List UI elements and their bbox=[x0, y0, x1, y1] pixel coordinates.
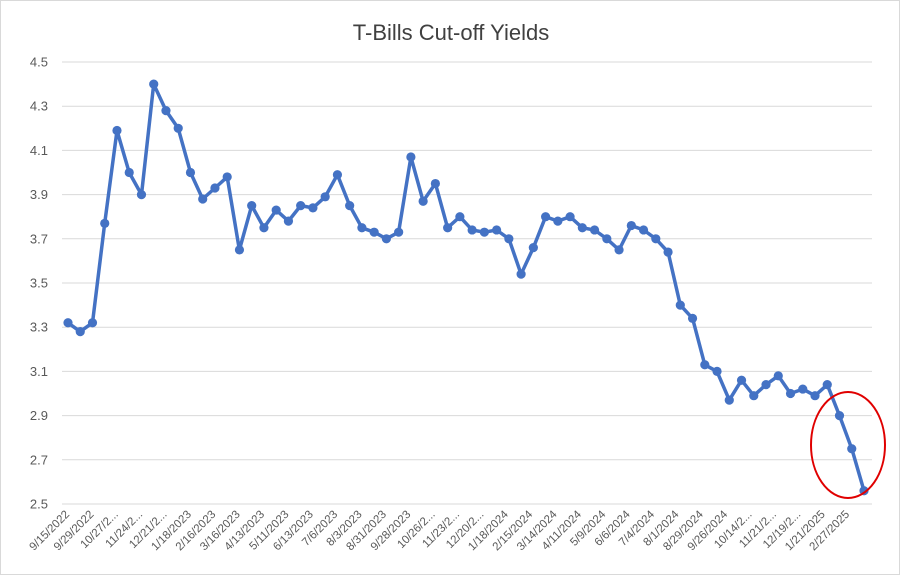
y-tick-label: 4.5 bbox=[30, 55, 48, 70]
data-point bbox=[577, 223, 587, 233]
data-point bbox=[418, 196, 428, 206]
data-point bbox=[712, 366, 722, 376]
data-point bbox=[675, 300, 685, 310]
data-point bbox=[271, 205, 281, 215]
data-point bbox=[124, 167, 134, 178]
data-point bbox=[63, 318, 73, 328]
data-point bbox=[553, 216, 563, 226]
data-point bbox=[75, 327, 85, 337]
data-point bbox=[589, 225, 600, 235]
data-point bbox=[161, 106, 171, 116]
data-point bbox=[173, 123, 183, 133]
data-point bbox=[185, 167, 196, 178]
data-point bbox=[308, 203, 318, 213]
data-point bbox=[847, 444, 857, 454]
data-point bbox=[430, 178, 440, 189]
data-point bbox=[822, 380, 832, 390]
data-point bbox=[541, 212, 551, 222]
data-point bbox=[687, 313, 698, 323]
data-point bbox=[785, 388, 796, 399]
data-point bbox=[798, 384, 808, 394]
data-point bbox=[332, 170, 343, 180]
data-point bbox=[357, 223, 367, 233]
data-point bbox=[736, 375, 747, 385]
data-point bbox=[626, 220, 636, 231]
data-point bbox=[479, 227, 489, 237]
y-axis-tick-labels: 2.5 2.7 2.9 3.1 3.3 3.5 3.7 3.9 4.1 4.3 4.5 bbox=[30, 55, 48, 512]
data-point bbox=[651, 234, 661, 244]
data-point bbox=[149, 79, 159, 89]
data-point bbox=[345, 201, 355, 211]
highlight-circle bbox=[810, 391, 886, 499]
data-point bbox=[112, 125, 122, 136]
data-point bbox=[198, 194, 208, 204]
data-point bbox=[761, 380, 771, 390]
data-point bbox=[296, 201, 306, 211]
data-point bbox=[663, 247, 673, 257]
data-point bbox=[773, 371, 783, 381]
data-point bbox=[724, 395, 734, 405]
data-point bbox=[210, 183, 220, 193]
data-point bbox=[234, 245, 245, 255]
data-point bbox=[406, 152, 416, 162]
data-point bbox=[638, 225, 649, 235]
series-line bbox=[66, 82, 866, 492]
data-point bbox=[222, 172, 232, 182]
data-point bbox=[528, 243, 538, 253]
data-point bbox=[259, 223, 269, 233]
y-tick-label: 3.9 bbox=[30, 187, 48, 202]
data-point bbox=[394, 227, 404, 237]
data-point bbox=[320, 192, 330, 202]
gridlines bbox=[62, 61, 872, 505]
data-point bbox=[443, 223, 453, 233]
data-point bbox=[810, 391, 820, 401]
data-point bbox=[516, 269, 526, 279]
data-point bbox=[614, 245, 624, 255]
data-point bbox=[381, 234, 391, 244]
data-point bbox=[834, 411, 845, 421]
y-tick-label: 2.9 bbox=[30, 408, 48, 423]
y-tick-label: 3.3 bbox=[30, 320, 48, 335]
data-point bbox=[602, 234, 612, 244]
data-point bbox=[100, 218, 110, 228]
data-point bbox=[749, 391, 759, 401]
data-point bbox=[136, 190, 147, 200]
series-markers bbox=[63, 79, 869, 496]
y-tick-label: 3.1 bbox=[30, 364, 48, 379]
y-tick-label: 4.1 bbox=[30, 143, 48, 158]
y-tick-label: 3.7 bbox=[30, 231, 48, 246]
data-point bbox=[859, 486, 869, 496]
data-point bbox=[283, 216, 294, 226]
data-point bbox=[369, 227, 379, 237]
data-point bbox=[504, 234, 514, 244]
data-point bbox=[247, 201, 257, 211]
data-point bbox=[87, 318, 98, 328]
data-point bbox=[565, 212, 575, 222]
data-point bbox=[492, 225, 502, 235]
chart-title: T-Bills Cut-off Yields bbox=[352, 20, 550, 45]
y-tick-label: 2.5 bbox=[30, 497, 48, 512]
data-point bbox=[700, 360, 710, 370]
y-tick-label: 2.7 bbox=[30, 452, 48, 467]
y-tick-label: 4.3 bbox=[30, 99, 48, 114]
data-point bbox=[467, 225, 477, 235]
data-point bbox=[455, 212, 465, 222]
y-tick-label: 3.5 bbox=[30, 276, 48, 291]
x-axis-tick-labels: 9/15/20229/29/202210/27/2...11/24/2...12… bbox=[27, 508, 852, 553]
